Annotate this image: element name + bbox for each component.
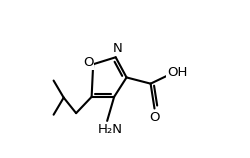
Text: H₂N: H₂N <box>98 123 123 136</box>
Text: N: N <box>112 42 122 55</box>
Text: O: O <box>149 111 160 124</box>
Text: O: O <box>83 56 94 69</box>
Text: OH: OH <box>167 66 187 79</box>
